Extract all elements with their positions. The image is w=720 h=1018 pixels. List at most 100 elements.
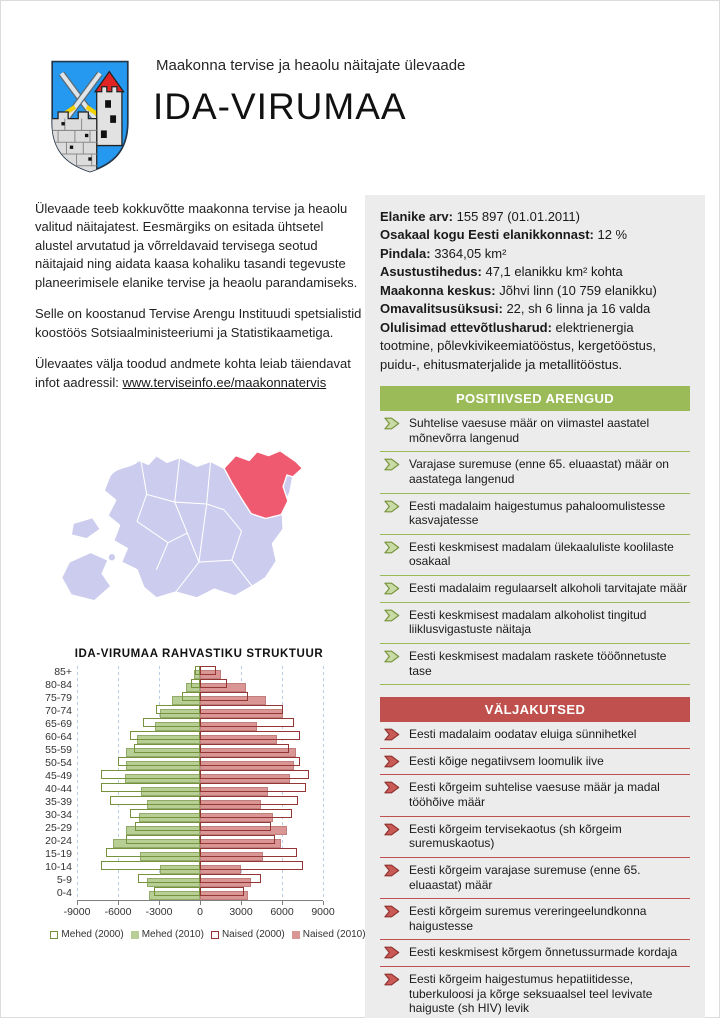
age-group-label: 35-39 <box>45 796 72 809</box>
arrow-bullet-icon <box>384 864 400 877</box>
age-group-label: 5-9 <box>56 874 72 887</box>
list-item: Eesti kõrgeim tervisekaotus (sh kõrgeim … <box>380 817 690 858</box>
ida-virumaa-region <box>223 450 304 520</box>
gridline <box>323 666 324 901</box>
legend-item: Mehed (2010) <box>130 929 204 940</box>
axis-tick <box>159 901 160 906</box>
pyramid-row <box>77 796 323 809</box>
pyramid-row <box>77 744 323 757</box>
arrow-bullet-icon <box>384 417 400 430</box>
intro-paragraph-2: Selle on koostanud Tervise Arengu Instit… <box>35 306 362 340</box>
fact-label: Omavalitsusüksusi: <box>380 301 503 317</box>
pyramid-bar-m2000 <box>100 861 200 871</box>
fact-value: 22, sh 6 linna ja 16 valda <box>506 301 651 317</box>
pyramid-bar-m2000 <box>100 783 200 793</box>
pyramid-row <box>77 757 323 770</box>
list-item-text: Eesti kõrgeim suhtelise vaesuse määr ja … <box>409 780 660 810</box>
pyramid-bar-n2000 <box>200 822 272 832</box>
list-item: Eesti madalaim regulaarselt alkoholi tar… <box>380 576 690 603</box>
age-group-label: 40-44 <box>45 783 72 796</box>
legend-item: Naised (2010) <box>291 929 366 940</box>
pyramid-bar-m2000 <box>134 744 200 754</box>
right-panel: Elanike arv: 155 897 (01.01.2011) Osakaa… <box>365 195 705 1018</box>
pyramid-bar-m2000 <box>129 809 200 819</box>
list-item: Eesti madalaim haigestumus pahaloomulist… <box>380 494 690 535</box>
pyramid-bar-n2000 <box>200 770 310 780</box>
pyramid-bar-n2000 <box>200 887 244 897</box>
list-item: Eesti kõrgeim varajase suremuse (enne 65… <box>380 858 690 900</box>
list-item: Eesti kõrgeim haigestumus hepatiitidesse… <box>380 967 690 1018</box>
pyramid-x-labels: -9000 -6000 -3000 0 3000 6000 9000 <box>64 901 335 919</box>
pyramid-bar-n2000 <box>200 744 289 754</box>
chart-title: IDA-VIRUMAA RAHVASTIKU STRUKTUUR <box>74 648 324 661</box>
pyramid-bar-n2000 <box>200 679 228 689</box>
estonia-map <box>60 450 304 602</box>
pyramid-bar-n2000 <box>200 705 284 715</box>
list-item: Eesti keskmisest madalam alkoholist ting… <box>380 603 690 644</box>
pyramid-bar-m2000 <box>105 848 200 858</box>
pyramid-bar-m2000 <box>156 705 200 715</box>
legend-swatch-naised-2000 <box>210 930 219 939</box>
x-tick-label: -6000 <box>104 906 132 919</box>
fact-label: Olulisimad ettevõtlusharud: <box>380 319 552 335</box>
document-kicker: Maakonna tervise ja heaolu näitajate üle… <box>156 57 466 74</box>
fact-label: Osakaal kogu Eesti elanikkonnast: <box>380 227 594 243</box>
intro-paragraph-3: Ülevaates välja toodud andmete kohta lei… <box>35 355 363 392</box>
pyramid-row <box>77 718 323 731</box>
page-title: IDA-VIRUMAA <box>153 86 407 127</box>
pyramid-bar-n2000 <box>200 835 276 845</box>
hiiumaa-island <box>70 516 101 540</box>
pyramid-bar-n2000 <box>200 692 248 702</box>
pyramid-row <box>77 835 323 848</box>
list-item: Eesti keskmisest madalam raskete tööõnne… <box>380 644 690 686</box>
age-group-label: 55-59 <box>45 744 72 757</box>
pyramid-row <box>77 848 323 861</box>
age-group-label: 80-84 <box>45 679 72 692</box>
x-tick-label: 0 <box>197 906 203 919</box>
intro-paragraph-3-text: Ülevaates välja toodud andmete kohta lei… <box>35 356 351 390</box>
list-item-text: Eesti kõrgeim varajase suremuse (enne 65… <box>409 862 641 892</box>
age-group-label: 25-29 <box>45 822 72 835</box>
challenges-header: VÄLJAKUTSED <box>380 697 690 723</box>
age-group-label: 65-69 <box>45 718 72 731</box>
list-item-text: Eesti keskmisest kõrgem õnnetussurmade k… <box>409 945 678 960</box>
list-item: Suhtelise vaesuse määr on viimastel aast… <box>380 411 690 453</box>
list-item: Eesti kõige negatiivsem loomulik iive <box>380 749 690 776</box>
terviseinfo-link[interactable]: www.terviseinfo.ee/maakonnatervis <box>122 374 327 390</box>
age-group-label: 0-4 <box>56 887 72 900</box>
pyramid-bar-m2000 <box>125 835 200 845</box>
key-facts: Elanike arv: 155 897 (01.01.2011) Osakaa… <box>380 208 690 374</box>
age-group-label: 70-74 <box>45 705 72 718</box>
age-group-label: 30-34 <box>45 809 72 822</box>
fact-value: 155 897 (01.01.2011) <box>456 209 580 224</box>
legend-label: Mehed (2000) <box>61 929 124 941</box>
fact-value: elektrienergia tootmine, põlevkivikeemia… <box>380 319 657 372</box>
pyramid-bar-m2000 <box>130 731 200 741</box>
pyramid-row <box>77 679 323 692</box>
pyramid-bar-n2000 <box>200 718 294 728</box>
fact-label: Asustustihedus: <box>380 264 482 280</box>
age-group-label: 10-14 <box>45 861 72 874</box>
population-pyramid: 85+ 80-84 75-79 70-74 65-69 60-64 55-59 50-54 45… <box>41 666 363 902</box>
x-tick-label: 6000 <box>270 906 294 919</box>
pyramid-bar-m2000 <box>109 796 200 806</box>
arrow-bullet-icon <box>384 755 400 768</box>
age-group-label: 50-54 <box>45 757 72 770</box>
pyramid-row <box>77 874 323 887</box>
arrow-bullet-icon <box>384 782 400 794</box>
positives-list: Suhtelise vaesuse määr on viimastel aast… <box>380 411 690 686</box>
pyramid-bar-n2000 <box>200 848 298 858</box>
county-borders <box>136 457 253 593</box>
x-tick-label: -3000 <box>145 906 173 919</box>
pyramid-bar-m2000 <box>137 874 200 884</box>
fact-value: 3364,05 km² <box>434 245 507 261</box>
pyramid-row <box>77 731 323 744</box>
pyramid-bar-m2000 <box>181 692 200 702</box>
pyramid-row <box>77 666 323 679</box>
pyramid-bar-m2000 <box>153 887 200 897</box>
pyramid-bar-m2000 <box>191 679 200 689</box>
fact-value: Jõhvi linn (10 759 elanikku) <box>499 282 657 298</box>
list-item: Eesti kõrgeim suremus vereringeelundkonn… <box>380 899 690 941</box>
fact-label: Elanike arv: <box>380 209 453 224</box>
